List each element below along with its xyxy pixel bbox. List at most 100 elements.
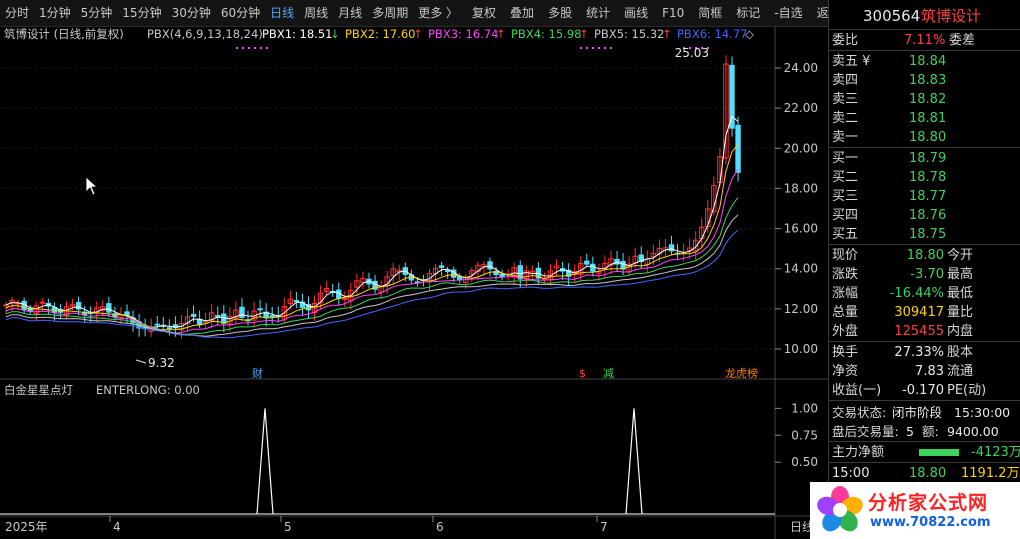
watermark-brand: 分析家公式网 [868,492,989,514]
indicator-name: PBX(4,6,9,13,18,24) [147,27,263,41]
candle-body [281,305,288,320]
tool-button-4[interactable]: 画线 [624,5,649,20]
period-tab-7[interactable]: 周线 [304,5,329,20]
ask-label: 卖四 [832,73,859,88]
ask-label: 卖二 [832,111,859,126]
signal-dot [236,47,238,49]
signal-dot [610,47,612,49]
stat2-label: 换手 [832,345,859,360]
candle-body [106,303,112,313]
stat2-label-2: PE(动) [947,383,987,398]
stat-value: -16.44% [889,286,944,301]
period-tab-0[interactable]: 分时 [5,5,30,20]
tool-button-6[interactable]: 简框 [698,5,723,20]
period-tab-2[interactable]: 5分钟 [80,5,113,20]
candle-body [517,265,523,280]
pbx-arrow: ◇ [745,27,754,41]
x-tick-label: 4 [113,520,121,534]
stat-label-2: 内盘 [947,324,974,339]
period-tab-4[interactable]: 30分钟 [171,5,211,20]
y-tick-label: 14.00 [784,262,818,276]
signal-dot [260,47,262,49]
signal-dot [266,47,268,49]
flower-logo-icon [817,486,863,532]
period-tab-5[interactable]: 60分钟 [220,5,261,20]
candle-body [317,292,324,304]
candle-body [735,124,741,173]
candles [3,55,741,339]
signal-spike [625,408,643,515]
period-tab-10[interactable]: 更多 〉 [418,5,459,20]
stat2-label: 净资 [832,364,859,379]
candle-body [184,316,191,325]
pbx-label: PBX1: 18.51 [262,27,332,41]
pbx-arrow: ↑ [662,27,672,41]
stat-label: 外盘 [832,324,859,339]
stat-label: 涨跌 [832,267,859,282]
x-tick-label: 日线 [790,520,814,534]
candle-body [511,267,517,278]
tool-button-3[interactable]: 统计 [586,5,611,20]
candle-body [523,270,529,280]
stat-value: 125455 [894,324,944,339]
candle-body [438,265,445,268]
candle-body [553,265,560,269]
signal-dot [248,47,250,49]
stock-name: 筑博设计 [921,7,982,25]
tool-button-0[interactable]: 复权 [472,5,497,20]
stock-code: 300564 [863,7,921,25]
signal-dot [242,47,244,49]
period-tab-8[interactable]: 月线 [338,5,363,20]
candle-body [221,313,227,324]
ask-label: 卖五 ¥ [832,54,871,69]
y-tick-label: 24.00 [784,61,818,75]
event-marker: 财 [252,366,263,380]
low-price-label: 9.32 [148,356,175,370]
period-tab-6[interactable]: 日线 [270,5,295,20]
y-tick-label: 16.00 [784,222,818,236]
high-price-label: 25.03 [675,46,709,60]
ask-label: 卖三 [832,92,859,107]
chart-area[interactable]: 24.00 22.00 20.00 18.00 16.00 14.00 12.00 10.00… [0,27,828,539]
candle-body [650,252,657,257]
sub-y-tick-label: 1.00 [791,401,818,415]
ask-row: 卖一 18.80 [829,128,1020,147]
after-amount-label: 额: [922,424,939,439]
signal-dot [580,47,582,49]
pbx-line [5,214,739,337]
stat-label: 总量 [832,305,859,320]
pbx-arrow: ↓ [330,27,340,41]
bid-label: 买一 [832,151,859,166]
tool-button-2[interactable]: 多股 [548,5,573,20]
candle-body [668,244,675,252]
candle-body [590,263,596,272]
tool-button-5[interactable]: F10 [662,5,685,20]
stat-row: 涨幅 -16.44% 最低 [829,284,1020,303]
period-tab-1[interactable]: 1分钟 [39,5,71,20]
period-tab-3[interactable]: 15分钟 [122,5,162,20]
trade-time: 15:30:00 [954,405,1011,420]
stat-label-2: 量比 [947,305,974,320]
signal-dot [683,47,685,49]
candle-body [287,298,294,305]
period-tab-9[interactable]: 多周期 [372,5,409,20]
tool-button-7[interactable]: 标记 [736,5,761,20]
bid-label: 买三 [832,189,859,204]
bid-price: 18.76 [909,208,947,223]
candle-body [469,270,475,275]
candle-body [584,260,590,265]
candle-body [154,323,160,326]
ask-row: 卖四 18.83 [829,71,1020,90]
watermark-logo: 分析家公式网 www.70822.com [810,482,1020,539]
pbx-arrow: ↑ [413,27,423,41]
y-tick-label: 18.00 [784,181,818,195]
weibi-value: 7.11% [904,33,946,48]
bid-price: 18.77 [909,189,947,204]
tool-button-1[interactable]: 叠加 [510,5,535,20]
signal-dot [598,47,600,49]
stat-row: 涨跌 -3.70 最高 [829,265,1020,284]
y-tick-label: 22.00 [784,101,818,115]
tool-button-8[interactable]: -自选 [774,5,803,20]
candle-body [239,306,245,318]
sub-indicator-value: ENTERLONG: 0.00 [96,383,200,397]
